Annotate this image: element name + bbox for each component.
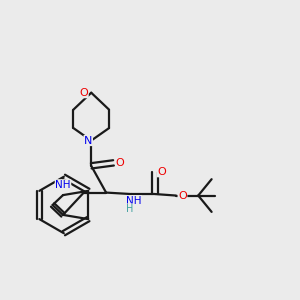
Text: O: O: [80, 88, 88, 98]
Text: NH: NH: [55, 180, 71, 190]
Text: H: H: [126, 204, 134, 214]
Text: O: O: [116, 158, 124, 168]
Text: N: N: [84, 136, 92, 146]
Text: O: O: [157, 167, 166, 177]
Text: O: O: [178, 190, 187, 200]
Text: NH: NH: [126, 196, 142, 206]
